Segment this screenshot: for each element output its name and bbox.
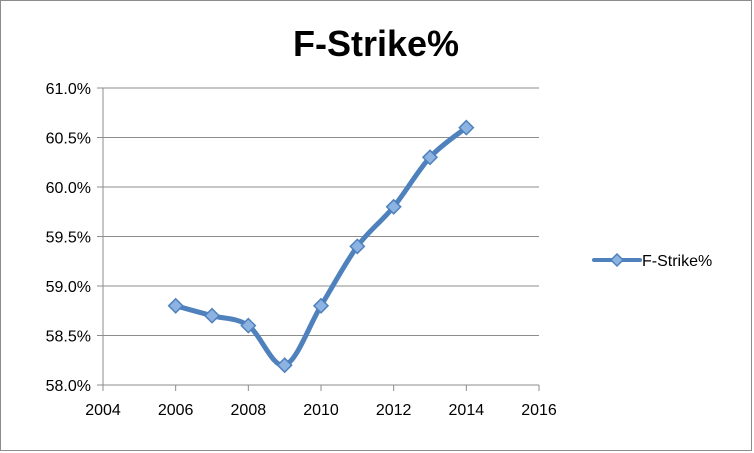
x-tick-label: 2014: [449, 402, 485, 419]
legend-marker: [609, 252, 625, 268]
y-tick-label: 59.5%: [46, 230, 91, 247]
y-tick-label: 60.0%: [46, 180, 91, 197]
y-tick-label: 61.0%: [46, 81, 91, 98]
data-point-marker: [167, 297, 184, 314]
x-tick-label: 2010: [303, 402, 339, 419]
series-line: [173, 125, 469, 368]
data-point-marker: [349, 238, 366, 255]
y-tick-label: 58.0%: [46, 378, 91, 395]
data-point-marker: [240, 317, 257, 334]
x-tick-label: 2016: [521, 402, 557, 419]
data-point-marker: [458, 119, 475, 136]
y-tick-label: 58.5%: [46, 329, 91, 346]
x-axis-ticks: 2004 2006 2008 2010 2012 2014 2016: [85, 385, 557, 419]
y-tick-label: 59.0%: [46, 279, 91, 296]
x-tick-label: 2006: [158, 402, 194, 419]
data-point-marker: [385, 198, 402, 215]
y-axis-ticks: 58.0% 58.5% 59.0% 59.5% 60.0% 60.5% 61.0%: [46, 81, 103, 395]
data-point-marker: [312, 297, 330, 314]
data-point-marker: [276, 357, 293, 374]
data-point-marker: [203, 307, 221, 324]
gridlines: [103, 87, 539, 336]
legend-label: F-Strike%: [642, 253, 712, 270]
x-tick-label: 2004: [85, 402, 121, 419]
y-tick-label: 60.5%: [46, 131, 91, 148]
x-tick-label: 2008: [231, 402, 267, 419]
legend: F-Strike%: [592, 252, 712, 270]
data-point-marker: [421, 149, 439, 166]
series-layer: [167, 119, 475, 374]
chart-title: F-Strike%: [293, 23, 459, 64]
x-tick-label: 2012: [376, 402, 412, 419]
